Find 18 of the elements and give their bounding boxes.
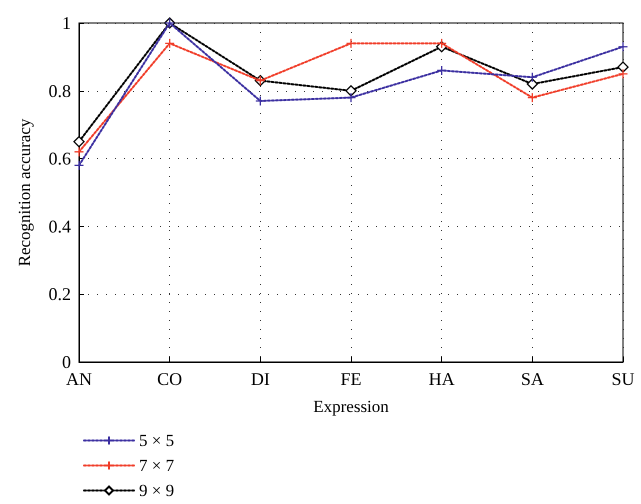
y-tick-label: 0.4 [48, 216, 71, 236]
x-tick-label: CO [157, 369, 182, 389]
y-tick-label: 0.6 [48, 148, 71, 169]
x-tick-label: SA [520, 369, 544, 389]
x-axis-title: Expression [313, 397, 390, 416]
y-tick-label: 0 [62, 352, 71, 372]
legend-label: 5 × 5 [139, 431, 174, 450]
x-tick-label: HA [428, 369, 455, 389]
x-tick-label: FE [340, 369, 362, 389]
y-axis-title: Recognition accuracy [15, 118, 34, 266]
legend-label: 9 × 9 [139, 481, 174, 500]
x-tick-label: DI [250, 369, 270, 389]
y-tick-label: 0.8 [48, 80, 71, 101]
x-tick-label: SU [611, 369, 635, 389]
y-tick-label: 0.2 [48, 284, 71, 304]
legend-label: 7 × 7 [139, 456, 175, 475]
x-tick-label: AN [66, 369, 92, 389]
y-tick-label: 1 [62, 13, 71, 33]
